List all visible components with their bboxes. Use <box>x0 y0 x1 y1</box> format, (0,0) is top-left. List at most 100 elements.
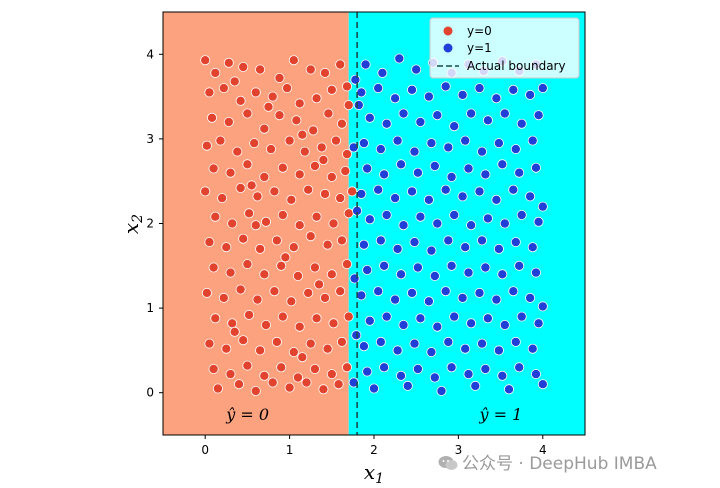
scatter-point-y0 <box>242 360 253 371</box>
scatter-point-y0 <box>259 171 270 182</box>
scatter-point-y0 <box>267 377 278 388</box>
scatter-point-y0 <box>255 345 266 356</box>
scatter-point-y1 <box>356 87 367 98</box>
scatter-point-y0 <box>336 235 347 246</box>
scatter-point-y1 <box>395 269 406 280</box>
x-axis-label: x1 <box>364 460 384 487</box>
scatter-point-y0 <box>206 112 217 123</box>
scatter-point-y0 <box>294 220 305 231</box>
scatter-point-y0 <box>255 243 266 254</box>
scatter-point-y0 <box>309 160 320 171</box>
scatter-point-y1 <box>480 363 491 374</box>
scatter-point-y1 <box>375 336 386 347</box>
scatter-point-y0 <box>201 287 212 298</box>
watermark: 公众号 · DeepHub IMBA <box>438 449 657 474</box>
scatter-point-y0 <box>204 237 215 248</box>
scatter-point-y1 <box>368 383 379 394</box>
scatter-point-y0 <box>267 91 278 102</box>
scatter-point-y1 <box>476 146 487 157</box>
scatter-point-y1 <box>460 343 471 354</box>
scatter-point-y1 <box>392 243 403 254</box>
scatter-point-y1 <box>358 341 369 352</box>
scatter-point-y1 <box>432 218 443 229</box>
scatter-point-y1 <box>443 142 454 153</box>
scatter-point-y1 <box>516 209 527 220</box>
scatter-point-y0 <box>286 296 297 307</box>
scatter-point-y0 <box>316 142 327 153</box>
scatter-point-y0 <box>341 362 352 373</box>
scatter-point-y0 <box>215 135 226 146</box>
scatter-point-y1 <box>360 59 371 70</box>
scatter-point-y1 <box>415 313 426 324</box>
scatter-point-y0 <box>271 336 282 347</box>
scatter-point-y1 <box>373 184 384 195</box>
scatter-point-y0 <box>343 208 354 219</box>
scatter-point-y0 <box>233 379 244 390</box>
scatter-point-y0 <box>305 64 316 75</box>
scatter-point-y0 <box>323 108 334 119</box>
scatter-point-y0 <box>229 326 240 337</box>
scatter-point-y0 <box>336 336 347 347</box>
scatter-point-y0 <box>284 135 295 146</box>
scatter-point-y1 <box>379 362 390 373</box>
scatter-point-y1 <box>482 213 493 224</box>
x-tick-label: 3 <box>455 443 463 457</box>
scatter-point-y1 <box>514 167 525 178</box>
scatter-point-y0 <box>280 252 291 263</box>
scatter-point-y0 <box>297 129 308 140</box>
scatter-point-y0 <box>292 270 303 281</box>
scatter-point-y1 <box>533 110 544 121</box>
scatter-point-y0 <box>288 55 299 66</box>
scatter-point-y1 <box>432 321 443 332</box>
y-axis-label: x2 <box>119 214 146 234</box>
scatter-point-y0 <box>259 269 270 280</box>
scatter-point-y0 <box>225 369 236 380</box>
scatter-point-y1 <box>392 345 403 356</box>
scatter-point-y1 <box>406 287 417 298</box>
scatter-point-y0 <box>201 140 212 151</box>
scatter-point-y1 <box>457 191 468 202</box>
scatter-point-y0 <box>314 279 325 290</box>
scatter-point-y1 <box>514 260 525 271</box>
legend-label-y1: y=1 <box>467 41 492 55</box>
scatter-point-y0 <box>250 87 261 98</box>
scatter-point-y0 <box>235 284 246 295</box>
scatter-point-y0 <box>223 57 234 68</box>
scatter-point-y1 <box>527 242 538 253</box>
scatter-point-y1 <box>429 160 440 171</box>
scatter-point-y0 <box>274 73 285 84</box>
scatter-point-y1 <box>379 169 390 180</box>
scatter-point-y0 <box>276 260 287 271</box>
scatter-point-y1 <box>377 67 388 78</box>
scatter-point-y0 <box>309 262 320 273</box>
scatter-point-y1 <box>503 384 514 395</box>
scatter-point-y1 <box>466 108 477 119</box>
scatter-point-y0 <box>286 194 297 205</box>
scatter-point-y1 <box>379 260 390 271</box>
scatter-point-y1 <box>457 89 468 100</box>
scatter-point-y0 <box>210 313 221 324</box>
scatter-point-y0 <box>242 259 253 270</box>
scatter-point-y0 <box>238 335 249 346</box>
scatter-point-y1 <box>375 235 386 246</box>
scatter-point-y0 <box>294 169 305 180</box>
scatter-point-y0 <box>291 115 302 126</box>
scatter-point-y1 <box>429 270 440 281</box>
scatter-point-y0 <box>276 362 287 373</box>
scatter-point-y1 <box>415 117 426 128</box>
scatter-point-y1 <box>491 93 502 104</box>
scatter-point-y1 <box>356 290 367 301</box>
legend-marker-y1 <box>443 43 453 53</box>
legend-box <box>429 17 580 79</box>
scatter-point-y1 <box>436 385 447 396</box>
y-tick-label: 3 <box>146 132 154 146</box>
scatter-point-y1 <box>510 336 521 347</box>
scatter-point-y1 <box>443 336 454 347</box>
scatter-point-y0 <box>336 118 347 129</box>
scatter-point-y0 <box>242 108 253 119</box>
legend-label-boundary: Actual boundary <box>467 59 566 73</box>
scatter-point-y1 <box>398 220 409 231</box>
scatter-point-y1 <box>409 237 420 248</box>
scatter-point-y0 <box>225 167 236 178</box>
scatter-point-y1 <box>499 319 510 330</box>
